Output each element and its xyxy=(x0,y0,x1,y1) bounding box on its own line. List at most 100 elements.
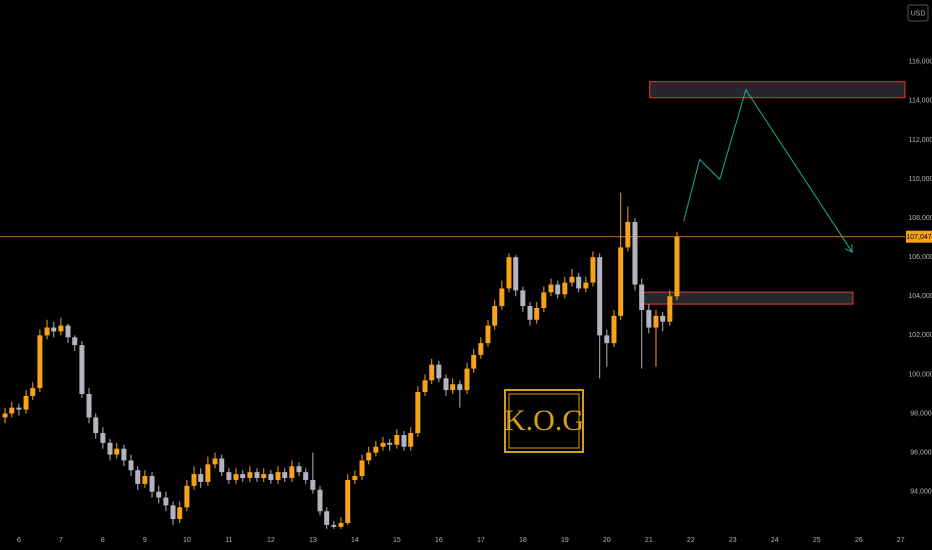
candle-body xyxy=(142,476,148,484)
candle-body xyxy=(79,345,85,394)
candle-body xyxy=(359,460,365,477)
y-tick-label: 100,000 xyxy=(908,371,932,378)
candle-body xyxy=(30,388,36,396)
candle-body xyxy=(597,257,603,336)
x-tick-label: 16 xyxy=(435,537,443,544)
candle-body xyxy=(317,489,323,512)
candle-body xyxy=(219,458,225,473)
x-tick-label: 26 xyxy=(855,537,863,544)
y-tick-label: 94,000 xyxy=(910,489,932,496)
x-tick-label: 13 xyxy=(309,537,317,544)
candle-body xyxy=(51,327,57,332)
y-tick-label: 110,000 xyxy=(909,176,932,183)
candle-body xyxy=(548,284,554,293)
candle-body xyxy=(590,257,596,283)
candle-body xyxy=(303,472,309,480)
candle-body xyxy=(191,474,197,486)
y-tick-label: 106,000 xyxy=(908,254,932,261)
candle-body xyxy=(324,511,330,525)
candle-body xyxy=(604,335,610,344)
candle-body xyxy=(345,479,351,523)
x-tick-label: 14 xyxy=(351,537,359,544)
candle-body xyxy=(653,315,659,328)
candle-body xyxy=(366,452,372,461)
candle-body xyxy=(541,292,547,308)
candle-body xyxy=(443,378,449,391)
y-tick-label: 98,000 xyxy=(910,410,932,417)
candle-body xyxy=(254,472,260,479)
projection-line xyxy=(683,88,852,252)
candle-body xyxy=(261,474,267,479)
candle-body xyxy=(380,442,386,447)
x-tick-label: 11 xyxy=(225,537,232,544)
candle-body xyxy=(226,472,232,480)
candle-body xyxy=(394,435,400,445)
x-tick-label: 15 xyxy=(393,537,401,544)
candle-body xyxy=(233,474,239,480)
candle-body xyxy=(16,407,22,410)
candle-body xyxy=(114,448,120,455)
candle-body xyxy=(163,497,169,506)
candle-body xyxy=(352,476,358,480)
candle-body xyxy=(674,236,680,297)
candle-body xyxy=(2,413,8,418)
candle-body xyxy=(23,395,29,410)
candle-body xyxy=(177,507,183,520)
candle-body xyxy=(485,325,491,344)
candle-body xyxy=(555,284,561,295)
candle-body xyxy=(569,276,575,283)
zone xyxy=(649,81,906,99)
candle-body xyxy=(65,325,71,338)
candle-body xyxy=(93,417,99,434)
candle-body xyxy=(205,464,211,482)
candle-body xyxy=(128,460,134,471)
candle-body xyxy=(9,407,15,414)
candle-body xyxy=(338,522,344,527)
candle-body xyxy=(331,524,337,527)
watermark: K.O.G xyxy=(504,389,584,453)
x-tick-label: 8 xyxy=(101,537,105,544)
price-label-bg xyxy=(906,230,932,243)
x-tick-label: 17 xyxy=(477,537,485,544)
candle-body xyxy=(639,284,645,310)
candle-body xyxy=(156,491,162,498)
candle-body xyxy=(310,479,316,490)
candle-body xyxy=(583,282,589,289)
candle-body xyxy=(58,325,64,332)
candle-body xyxy=(576,276,582,289)
candle-body xyxy=(660,315,666,322)
candle-body xyxy=(408,433,414,447)
x-tick-label: 25 xyxy=(813,537,821,544)
y-tick-label: 112,000 xyxy=(909,137,932,144)
currency-badge[interactable] xyxy=(907,4,929,22)
candle-body xyxy=(499,288,505,307)
candle-body xyxy=(212,458,218,465)
candle-body xyxy=(198,474,204,482)
candle-body xyxy=(44,327,50,336)
candle-body xyxy=(506,257,512,289)
x-tick-label: 9 xyxy=(143,537,147,544)
candle-body xyxy=(429,364,435,381)
candle-body xyxy=(72,337,78,346)
x-tick-label: 24 xyxy=(771,537,779,544)
x-tick-label: 19 xyxy=(561,537,569,544)
candle-body xyxy=(520,290,526,307)
candle-body xyxy=(562,282,568,295)
x-tick-label: 10 xyxy=(183,537,191,544)
candle-body xyxy=(240,474,246,479)
candle-body xyxy=(450,384,456,391)
y-tick-label: 116,000 xyxy=(909,59,932,66)
x-tick-label: 22 xyxy=(687,537,695,544)
candle-body xyxy=(170,505,176,520)
candle-body xyxy=(646,309,652,328)
candle-body xyxy=(282,472,288,479)
candle-body xyxy=(492,306,498,326)
x-tick-label: 27 xyxy=(897,537,905,544)
candle-body xyxy=(100,433,106,443)
candle-body xyxy=(618,247,624,316)
candle-body xyxy=(289,466,295,479)
candle-body xyxy=(625,222,631,248)
y-tick-label: 114,000 xyxy=(909,98,932,105)
candle-body xyxy=(401,435,407,447)
candle-body xyxy=(373,446,379,453)
